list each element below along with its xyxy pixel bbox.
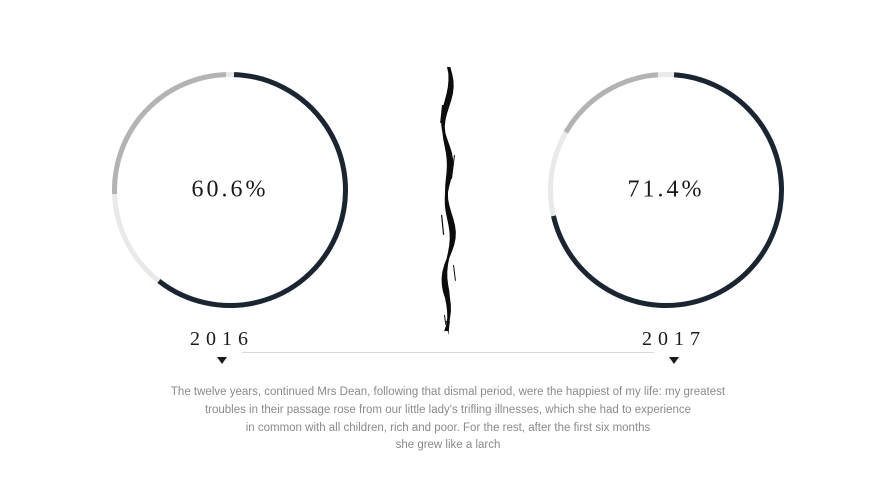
charts-row: 60.6% 71.4% — [0, 0, 896, 310]
year-labels-row: 2016 2017 — [0, 310, 896, 364]
body-line: troubles in their passage rose from our … — [88, 402, 808, 420]
body-line: in common with all children, rich and po… — [88, 420, 808, 438]
triangle-down-icon — [669, 357, 679, 364]
body-paragraph: The twelve years, continued Mrs Dean, fo… — [88, 384, 808, 455]
donut-chart-2017: 71.4% — [546, 70, 786, 310]
donut-value-2016: 60.6% — [192, 177, 269, 204]
horizontal-rule — [242, 352, 654, 353]
donut-chart-2016: 60.6% — [110, 70, 350, 310]
body-line: The twelve years, continued Mrs Dean, fo… — [88, 384, 808, 402]
donut-value-2017: 71.4% — [628, 177, 705, 204]
year-2017: 2017 — [642, 328, 706, 351]
body-line: she grew like a larch — [88, 437, 808, 455]
triangle-down-icon — [217, 357, 227, 364]
year-2016: 2016 — [190, 328, 254, 351]
year-label-left: 2016 — [190, 328, 254, 364]
year-label-right: 2017 — [642, 328, 706, 364]
ink-brush-divider-icon — [435, 65, 461, 335]
